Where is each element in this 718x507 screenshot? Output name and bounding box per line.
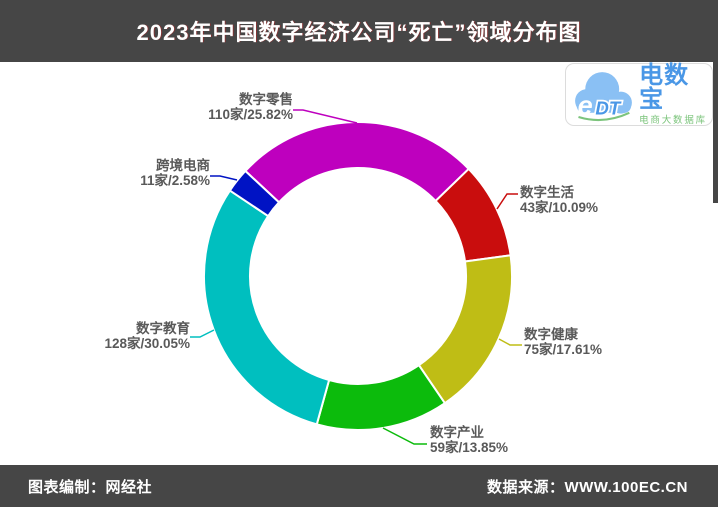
leader-line-跨境电商: [210, 175, 238, 181]
slice-label-name: 数字产业: [430, 425, 484, 440]
slice-label-数字生活: 数字生活 43家/10.09%: [520, 185, 599, 215]
slice-label-name: 数字生活: [520, 185, 574, 200]
slice-label-value: 43家/10.09%: [520, 199, 599, 215]
footer-bar: 图表编制：网经社 数据来源：WWW.100EC.CN: [0, 465, 718, 507]
slice-label-value: 11家/2.58%: [140, 172, 210, 188]
slice-label-value: 59家/13.85%: [430, 439, 509, 455]
leader-line-数字教育: [190, 329, 215, 338]
leader-line-数字产业: [382, 427, 427, 445]
slice-label-数字健康: 数字健康 75家/17.61%: [524, 327, 603, 357]
slice-label-数字零售: 数字零售 110家/25.82%: [208, 92, 293, 122]
brand-logo: e DT 电数宝 电商大数据库: [565, 63, 713, 126]
page-title: 2023年中国数字经济公司“死亡”领域分布图: [136, 20, 582, 45]
leader-line-数字零售: [293, 109, 358, 124]
slice-label-name: 数字零售: [239, 92, 293, 107]
cloud-logo-icon: e DT: [575, 71, 632, 121]
donut-slice-数字教育: [203, 189, 331, 426]
leader-line-数字健康: [498, 338, 522, 346]
slice-label-跨境电商: 跨境电商 11家/2.58%: [140, 158, 210, 188]
right-edge-strip: [713, 0, 718, 203]
logo-swoosh: [578, 111, 630, 121]
slice-label-数字教育: 数字教育 128家/30.05%: [104, 321, 190, 351]
footer-source: 数据来源：WWW.100EC.CN: [486, 478, 688, 496]
donut-slice-数字零售: [243, 121, 471, 204]
donut-slice-数字健康: [417, 254, 513, 405]
brand-tagline: 电商大数据库: [639, 114, 707, 126]
logo-initial-dt: DT: [595, 97, 621, 118]
slice-label-数字产业: 数字产业 59家/13.85%: [430, 425, 509, 455]
title-bar: 2023年中国数字经济公司“死亡”领域分布图: [0, 0, 718, 62]
donut-slice-跨境电商: [228, 169, 281, 218]
slice-label-value: 75家/17.61%: [524, 341, 603, 357]
slice-label-value: 110家/25.82%: [208, 106, 293, 122]
leader-line-数字生活: [496, 193, 518, 210]
brand-name: 电数宝: [639, 61, 690, 113]
slice-label-name: 数字健康: [524, 327, 578, 342]
donut-slice-数字产业: [315, 363, 447, 432]
logo-initial-e: e: [578, 89, 593, 120]
slice-label-name: 跨境电商: [156, 158, 210, 173]
slice-label-name: 数字教育: [136, 321, 190, 336]
footer-credit: 图表编制：网经社: [28, 478, 153, 496]
slice-label-value: 128家/30.05%: [104, 335, 190, 351]
